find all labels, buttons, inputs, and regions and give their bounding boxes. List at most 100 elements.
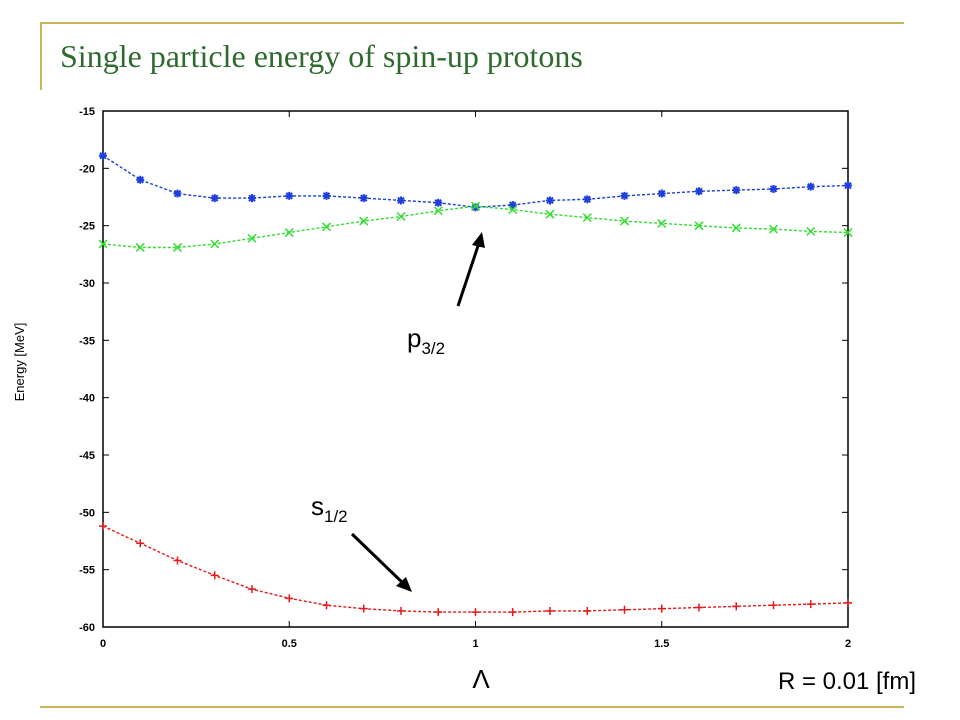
data-point [397, 196, 405, 205]
data-point [806, 226, 816, 236]
data-point [695, 187, 703, 196]
data-point [284, 228, 294, 238]
left-rule [40, 22, 42, 90]
y-tick-label: -45 [79, 450, 95, 462]
data-point [732, 602, 741, 611]
x-tick-label: 0 [100, 638, 106, 650]
data-point [769, 184, 778, 193]
data-point [620, 191, 629, 200]
data-point [136, 539, 145, 548]
y-axis-label: Energy [MeV] [12, 323, 27, 402]
data-point [99, 522, 107, 531]
p32-label-sub: 3/2 [421, 339, 445, 358]
y-tick-label: -50 [79, 507, 95, 519]
data-point [210, 239, 220, 249]
data-point [98, 239, 108, 249]
x-tick-label: 1.5 [654, 638, 669, 650]
data-point [172, 242, 183, 252]
top-rule [40, 22, 904, 24]
s12-label-sub: 1/2 [324, 507, 348, 526]
data-point [322, 191, 331, 200]
data-point [732, 186, 741, 195]
data-point [583, 195, 592, 204]
series-2 [99, 522, 852, 617]
p32-label-main: p [407, 323, 421, 353]
data-point [844, 181, 852, 190]
x-axis-label: Λ [472, 664, 490, 694]
data-point [546, 196, 554, 205]
data-point [769, 601, 778, 610]
y-axis: -15 -20 -25 -30 -35 -40 -45 -50 -55 -60 [79, 106, 848, 634]
data-point [434, 198, 443, 207]
y-tick-label: -55 [79, 565, 95, 577]
data-point [99, 151, 107, 160]
data-point [173, 189, 182, 198]
y-tick-label: -30 [79, 278, 95, 290]
series-0 [99, 151, 852, 212]
data-point [210, 194, 219, 203]
data-point [620, 605, 629, 614]
data-point [135, 242, 145, 252]
s12-label: s1/2 [311, 491, 348, 526]
data-point [433, 206, 443, 216]
data-point [396, 211, 406, 222]
data-point [136, 175, 145, 184]
series-line [102, 525, 849, 613]
x-axis: 0 0.5 1 1.5 2 [100, 111, 851, 650]
data-point [471, 203, 480, 212]
data-point [359, 604, 368, 613]
x-tick-label: 2 [845, 638, 851, 650]
data-point [582, 213, 592, 223]
data-point [731, 223, 741, 233]
data-point [806, 600, 815, 609]
y-tick-label: -35 [79, 335, 95, 347]
series-1 [98, 201, 853, 252]
data-point [173, 556, 182, 565]
y-tick-label: -15 [79, 106, 95, 118]
data-point [359, 216, 369, 226]
data-point [657, 604, 666, 613]
y-tick-label: -60 [79, 622, 95, 634]
s12-label-main: s [311, 491, 324, 521]
data-point [508, 201, 517, 210]
data-point [694, 221, 704, 231]
data-point [695, 603, 703, 612]
data-point [657, 189, 666, 198]
x-tick-label: 0.5 [282, 638, 297, 650]
data-point [471, 608, 480, 617]
data-point [210, 571, 219, 580]
radius-label: R = 0.01 [fm] [778, 668, 916, 695]
data-point [806, 182, 815, 191]
s12-arrow [350, 532, 412, 592]
data-point [321, 222, 332, 232]
data-point [470, 201, 481, 211]
data-point [583, 606, 592, 615]
data-point [322, 601, 331, 610]
data-point [285, 594, 294, 603]
slide-title: Single particle energy of spin-up proton… [60, 38, 583, 74]
data-point [546, 606, 554, 615]
data-point [285, 191, 294, 200]
p32-arrow [456, 232, 485, 307]
series-layer [98, 151, 853, 617]
data-point [657, 218, 667, 228]
data-point [508, 205, 518, 215]
y-tick-label: -20 [79, 163, 95, 175]
data-point [248, 194, 256, 203]
data-point [545, 209, 555, 219]
data-point [247, 233, 257, 243]
data-point [619, 216, 630, 226]
data-point [434, 608, 443, 617]
data-point [248, 585, 256, 594]
y-tick-label: -25 [79, 221, 95, 233]
p32-label: p3/2 [407, 323, 445, 358]
data-point [397, 606, 405, 615]
data-point [843, 228, 853, 238]
x-tick-label: 1 [472, 638, 478, 650]
data-point [359, 194, 368, 203]
data-point [768, 224, 779, 234]
data-point [508, 608, 517, 617]
bottom-rule [40, 706, 904, 708]
y-tick-label: -40 [79, 393, 95, 405]
